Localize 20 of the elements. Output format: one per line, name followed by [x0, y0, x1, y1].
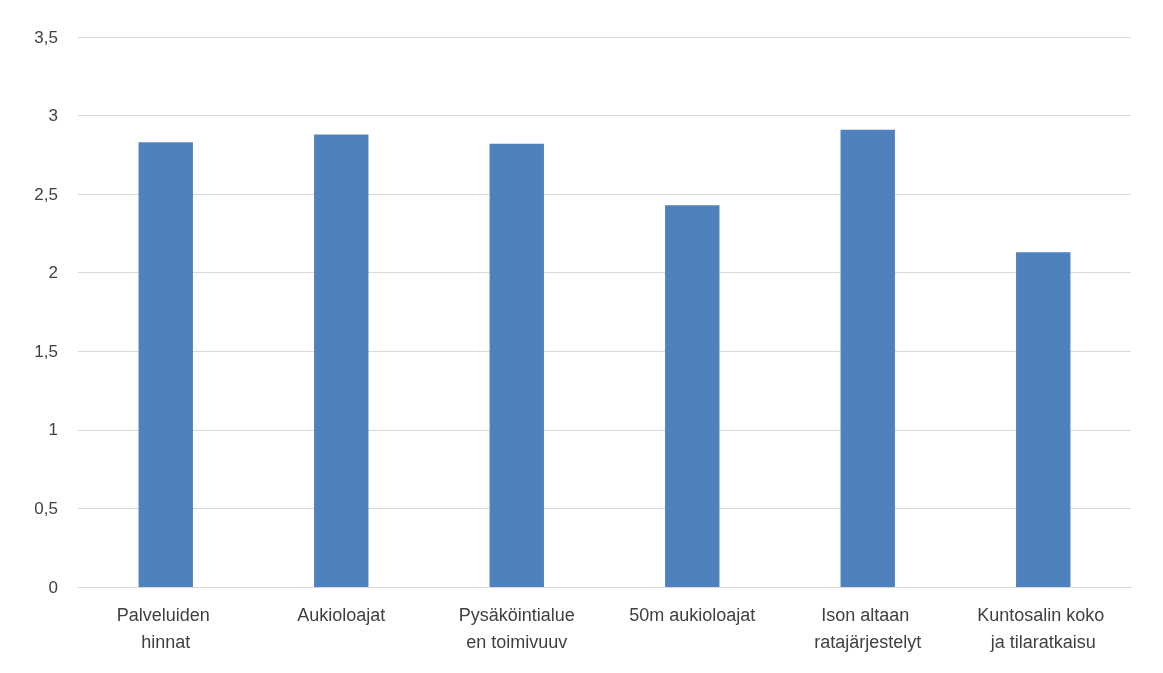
x-tick-label: 50m aukioloajat — [629, 604, 756, 625]
y-tick-label: 3,5 — [34, 27, 58, 47]
x-tick-label: Kuntosalin koko ja tilaratkaisu — [977, 604, 1110, 652]
x-tick-label: Pysäköintialueen toimivuuv — [458, 604, 575, 652]
y-tick-label: 1 — [48, 420, 58, 440]
y-tick-label: 1,5 — [34, 341, 58, 361]
bar — [665, 205, 720, 587]
bar — [138, 142, 193, 587]
bar — [1016, 252, 1071, 587]
x-tick-label: Palveluiden hinnat — [116, 604, 215, 652]
bar — [840, 129, 895, 587]
bar — [489, 143, 544, 587]
y-tick-label: 0,5 — [34, 498, 58, 518]
y-tick-label: 2 — [48, 263, 58, 283]
y-tick-label: 3 — [48, 106, 58, 126]
x-tick-label: Aukioloajat — [297, 604, 386, 625]
y-tick-label: 2,5 — [34, 184, 58, 204]
bar — [314, 134, 369, 587]
y-tick-label: 0 — [48, 577, 58, 597]
x-tick-label: Ison altaan ratajärjestelyt — [814, 604, 922, 652]
